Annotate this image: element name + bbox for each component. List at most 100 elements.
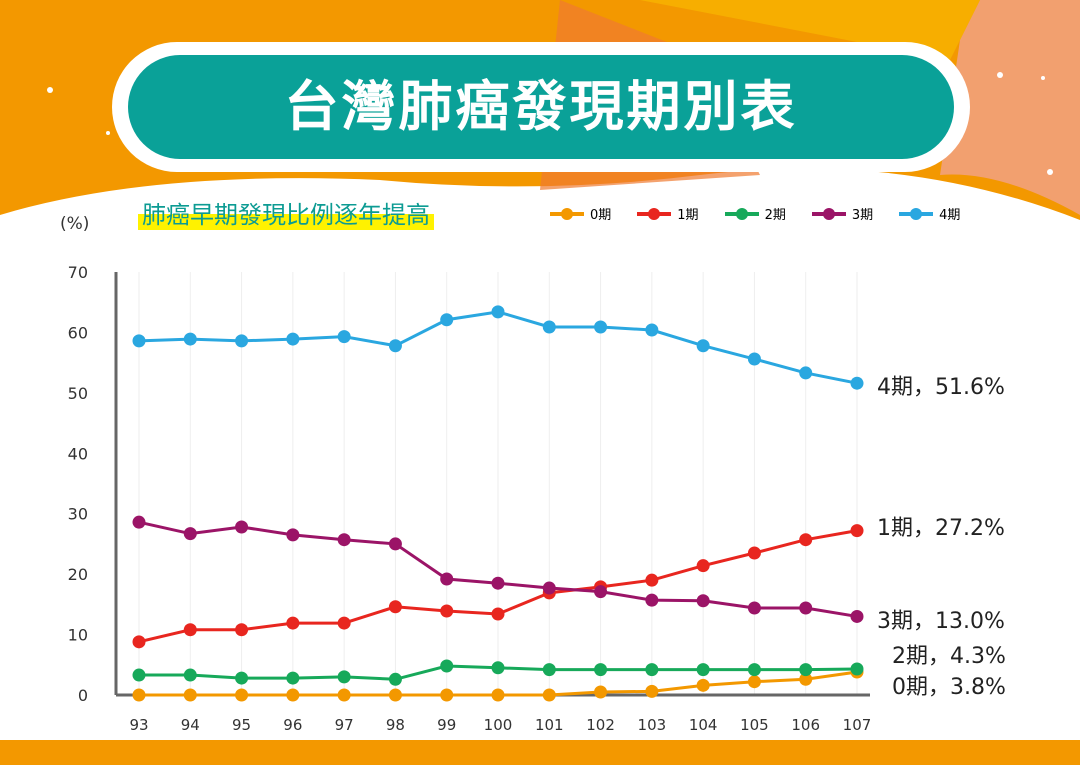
y-tick-label: 30 — [68, 505, 88, 524]
x-tick-label: 97 — [335, 716, 354, 734]
y-tick-label: 20 — [68, 565, 88, 584]
x-tick-label: 98 — [386, 716, 405, 734]
data-point — [440, 659, 454, 673]
legend-marker-icon — [899, 207, 934, 220]
data-point — [594, 685, 608, 699]
legend-marker-icon — [550, 207, 584, 220]
data-point — [747, 675, 761, 689]
end-label: 2期，4.3% — [892, 644, 1006, 669]
data-point — [747, 601, 761, 615]
data-point — [388, 672, 402, 686]
y-axis-unit: (%) — [60, 214, 90, 234]
legend-item: 4期 — [899, 204, 960, 223]
x-tick-label: 105 — [740, 716, 769, 734]
data-point — [850, 376, 864, 390]
data-point — [286, 688, 300, 702]
data-point — [696, 678, 710, 692]
data-point — [235, 520, 249, 534]
data-point — [235, 623, 249, 637]
x-tick-label: 100 — [484, 716, 513, 734]
data-point — [491, 661, 505, 675]
data-point — [132, 668, 146, 682]
x-tick-label: 102 — [586, 716, 615, 734]
legend-marker-icon — [637, 207, 672, 220]
end-label: 4期，51.6% — [877, 375, 1005, 400]
data-point — [388, 537, 402, 551]
data-point — [337, 533, 351, 547]
data-point — [594, 320, 608, 334]
end-label: 0期，3.8% — [892, 675, 1006, 700]
data-point — [850, 662, 864, 676]
data-point — [491, 688, 505, 702]
data-point — [696, 339, 710, 353]
data-point — [594, 663, 608, 677]
legend-label: 1期 — [677, 208, 699, 223]
data-point — [183, 332, 197, 346]
data-point — [542, 688, 556, 702]
data-point — [286, 616, 300, 630]
data-point — [645, 684, 659, 698]
data-point — [440, 604, 454, 618]
bottom-bar — [0, 740, 1080, 765]
data-point — [542, 663, 556, 677]
data-point — [388, 600, 402, 614]
end-label: 1期，27.2% — [877, 516, 1005, 541]
data-point — [747, 352, 761, 366]
subtitle: 肺癌早期發現比例逐年提高 — [138, 195, 434, 230]
legend-item: 0期 — [550, 204, 611, 223]
data-point — [850, 609, 864, 623]
data-point — [696, 594, 710, 608]
data-point — [799, 663, 813, 677]
data-point — [542, 581, 556, 595]
data-point — [286, 332, 300, 346]
data-point — [286, 671, 300, 685]
data-point — [337, 616, 351, 630]
data-point — [645, 573, 659, 587]
data-point — [850, 524, 864, 538]
x-tick-label: 104 — [689, 716, 718, 734]
data-point — [491, 607, 505, 621]
x-tick-label: 103 — [638, 716, 667, 734]
data-point — [747, 663, 761, 677]
legend-marker-icon — [724, 207, 759, 220]
data-point — [542, 320, 556, 334]
data-point — [645, 323, 659, 337]
y-tick-label: 40 — [68, 444, 88, 463]
y-tick-label: 50 — [68, 384, 88, 403]
page-title: 台灣肺癌發現期別表 — [128, 55, 954, 159]
data-point — [183, 688, 197, 702]
data-point — [799, 601, 813, 615]
data-point — [183, 527, 197, 541]
x-tick-label: 101 — [535, 716, 564, 734]
data-point — [388, 688, 402, 702]
data-point — [799, 366, 813, 380]
legend-item: 2期 — [724, 204, 786, 223]
data-point — [491, 576, 505, 590]
legend-label: 3期 — [851, 208, 874, 223]
x-tick-label: 99 — [437, 716, 456, 734]
x-tick-label: 93 — [129, 716, 148, 734]
legend-item: 1期 — [637, 204, 699, 223]
data-point — [235, 671, 249, 685]
x-tick-label: 106 — [791, 716, 820, 734]
data-point — [799, 672, 813, 686]
data-point — [799, 533, 813, 547]
x-tick-label: 95 — [232, 716, 251, 734]
data-point — [696, 663, 710, 677]
data-point — [696, 559, 710, 573]
end-label: 3期，13.0% — [877, 609, 1005, 634]
data-point — [183, 668, 197, 682]
legend-label: 0期 — [590, 208, 612, 223]
data-point — [440, 688, 454, 702]
data-point — [645, 593, 659, 607]
data-point — [132, 688, 146, 702]
data-point — [645, 663, 659, 677]
data-point — [132, 334, 146, 348]
data-point — [286, 528, 300, 542]
data-point — [388, 339, 402, 353]
y-tick-label: 10 — [68, 626, 88, 645]
data-point — [337, 670, 351, 684]
data-point — [132, 515, 146, 529]
data-point — [440, 313, 454, 327]
